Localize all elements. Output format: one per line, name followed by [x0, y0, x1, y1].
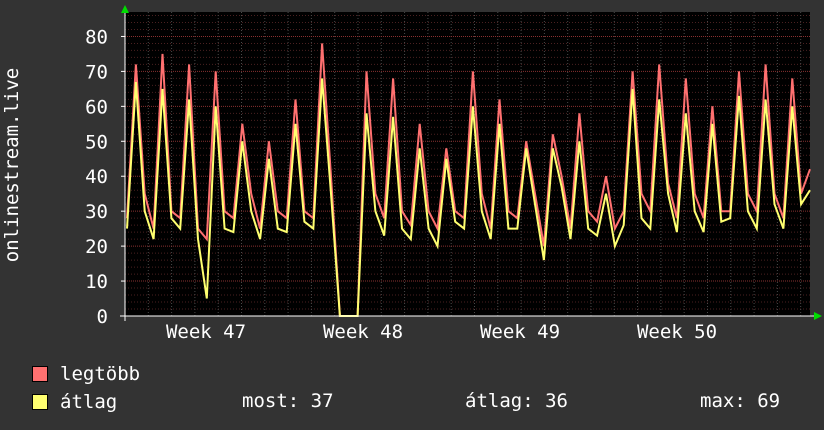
legend-item-avg: átlag	[32, 390, 117, 414]
x-tick-label: Week 48	[323, 321, 403, 343]
x-tick-label: Week 50	[637, 321, 717, 343]
stat-now: most: 37	[242, 390, 334, 412]
y-axis-arrow-icon	[121, 5, 129, 13]
y-tick-label: 60	[85, 96, 108, 118]
legend-swatch-avg	[32, 394, 48, 410]
x-ticks: Week 47 Week 48 Week 49 Week 50	[166, 321, 717, 343]
series-line-max	[126, 43, 811, 317]
legend-label-avg: átlag	[60, 391, 118, 413]
x-tick-label: Week 49	[480, 321, 560, 343]
legend-label-max: legtöbb	[60, 363, 141, 385]
x-axis-arrow-icon	[814, 312, 822, 320]
y-tick-label: 30	[85, 201, 108, 223]
stat-average: átlag: 36	[465, 390, 568, 412]
y-tick-label: 80	[85, 26, 108, 48]
x-tick-label: Week 47	[166, 321, 246, 343]
grid	[125, 12, 810, 316]
y-ticks: 0 10 20 30 40 50 60 70 80	[85, 26, 125, 328]
y-tick-label: 0	[97, 306, 108, 328]
y-tick-label: 50	[85, 131, 108, 153]
y-tick-label: 20	[85, 236, 108, 258]
stat-max: max: 69	[700, 390, 781, 412]
series-line-avg	[126, 78, 811, 317]
legend-swatch-max	[32, 366, 48, 382]
y-tick-label: 10	[85, 271, 108, 293]
legend-item-max: legtöbb	[32, 362, 140, 386]
y-tick-label: 40	[85, 166, 108, 188]
y-tick-label: 70	[85, 61, 108, 83]
y-axis-label: onlinestream.live	[1, 68, 23, 262]
